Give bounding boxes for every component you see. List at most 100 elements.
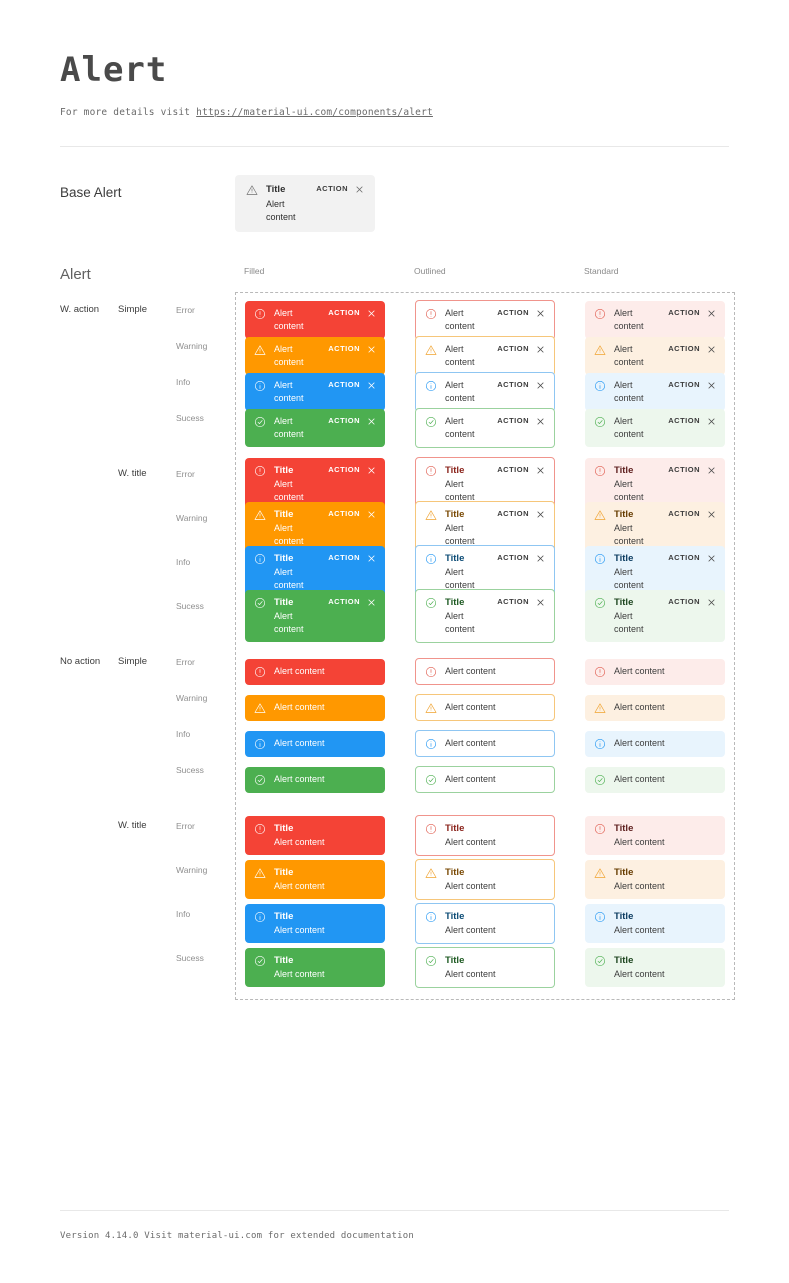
- matrix-row-label: W. title Error: [60, 452, 235, 496]
- alert-actions: ACTION: [497, 308, 545, 319]
- alert-outlined-warning: Alert content ACTION: [415, 335, 555, 376]
- matrix-cell: Title Alert content ACTION: [245, 589, 385, 642]
- alert-action-button[interactable]: ACTION: [328, 379, 360, 389]
- alert-action-button[interactable]: ACTION: [668, 415, 700, 425]
- row-kind-label: [118, 600, 176, 611]
- alert-title: Title: [614, 823, 634, 835]
- close-icon[interactable]: [367, 598, 376, 607]
- alert-message: Alert content: [445, 881, 496, 892]
- alert-action-button[interactable]: ACTION: [668, 508, 700, 518]
- alert-action-button[interactable]: ACTION: [497, 596, 529, 606]
- alert-action-button[interactable]: ACTION: [328, 343, 360, 353]
- matrix-alert-row: Alert content ACTION Alert content ACTION Al…: [245, 335, 725, 376]
- error-circle-icon: [254, 666, 266, 678]
- close-icon[interactable]: [355, 185, 364, 194]
- alert-action-button[interactable]: ACTION: [328, 596, 360, 606]
- close-icon[interactable]: [536, 381, 545, 390]
- alert-action-button[interactable]: ACTION: [668, 596, 700, 606]
- alert-standard-warning: Title Alert content ACTION: [585, 501, 725, 554]
- matrix-cell: Title Alert content: [245, 948, 385, 988]
- close-icon[interactable]: [536, 510, 545, 519]
- alert-action-button[interactable]: ACTION: [328, 552, 360, 562]
- close-icon[interactable]: [367, 381, 376, 390]
- alert-action-button[interactable]: ACTION: [668, 307, 700, 317]
- matrix-cell: Title Alert content: [415, 815, 555, 857]
- close-icon[interactable]: [707, 598, 716, 607]
- base-alert: Title Alert content ACTION: [235, 175, 375, 232]
- alert-actions: ACTION: [668, 380, 716, 391]
- alert-outlined-success: Alert content ACTION: [415, 407, 555, 448]
- close-icon[interactable]: [367, 466, 376, 475]
- alert-action-button[interactable]: ACTION: [328, 464, 360, 474]
- alert-message: Alert content: [445, 307, 475, 331]
- close-icon[interactable]: [536, 554, 545, 563]
- alert-standard-success: Alert content ACTION: [585, 408, 725, 447]
- row-severity-label: Info: [176, 908, 191, 919]
- close-icon[interactable]: [367, 417, 376, 426]
- row-kind-label: [118, 556, 176, 567]
- close-icon[interactable]: [707, 554, 716, 563]
- success-check-icon: [425, 416, 437, 428]
- alert-action-button[interactable]: ACTION: [497, 343, 529, 353]
- close-icon[interactable]: [707, 309, 716, 318]
- matrix-cell: Alert content ACTION: [245, 408, 385, 447]
- alert-filled-info: Title Alert content: [245, 904, 385, 944]
- alert-action-button[interactable]: ACTION: [668, 379, 700, 389]
- row-group-label: [60, 908, 118, 919]
- alert-message: Alert content: [445, 415, 475, 439]
- alert-standard-info: Alert content: [585, 730, 725, 757]
- alert-actions: ACTION: [328, 380, 376, 391]
- alert-action-button[interactable]: ACTION: [497, 464, 529, 474]
- error-circle-icon: [425, 666, 437, 678]
- close-icon[interactable]: [367, 309, 376, 318]
- alert-message: Alert content: [614, 379, 644, 403]
- close-icon[interactable]: [536, 309, 545, 318]
- alert-standard-success: Alert content: [585, 766, 725, 793]
- alert-body: Title Alert content: [614, 552, 668, 592]
- alert-action-button[interactable]: ACTION: [328, 415, 360, 425]
- alert-body: Title Alert content: [274, 954, 376, 981]
- alert-action-button[interactable]: ACTION: [497, 379, 529, 389]
- alert-action-button[interactable]: ACTION: [316, 184, 348, 194]
- close-icon[interactable]: [707, 510, 716, 519]
- close-icon[interactable]: [707, 417, 716, 426]
- alert-action-button[interactable]: ACTION: [497, 552, 529, 562]
- close-icon[interactable]: [536, 417, 545, 426]
- close-icon[interactable]: [707, 345, 716, 354]
- alert-action-button[interactable]: ACTION: [668, 552, 700, 562]
- close-icon[interactable]: [367, 554, 376, 563]
- alert-standard-warning: Alert content ACTION: [585, 336, 725, 375]
- alert-body: Title Alert content: [274, 552, 328, 592]
- alert-action-button[interactable]: ACTION: [497, 415, 529, 425]
- alert-title: Title: [266, 184, 286, 196]
- alert-filled-error: Title Alert content ACTION: [245, 457, 385, 510]
- alert-message: Alert content: [614, 478, 644, 502]
- alert-outlined-success: Title Alert content: [415, 947, 555, 989]
- matrix-alert-row: Alert content Alert content Alert content: [245, 690, 725, 726]
- close-icon[interactable]: [536, 345, 545, 354]
- close-icon[interactable]: [707, 381, 716, 390]
- alert-action-button[interactable]: ACTION: [668, 343, 700, 353]
- alert-action-button[interactable]: ACTION: [328, 508, 360, 518]
- close-icon[interactable]: [536, 598, 545, 607]
- alert-body: Title Alert content: [274, 596, 328, 636]
- row-severity-label: Error: [176, 656, 195, 667]
- close-icon[interactable]: [367, 345, 376, 354]
- close-icon[interactable]: [367, 510, 376, 519]
- alert-title: Title: [614, 955, 634, 967]
- alert-filled-error: Alert content ACTION: [245, 300, 385, 339]
- matrix-cell: Title Alert content: [585, 860, 725, 900]
- close-icon[interactable]: [536, 466, 545, 475]
- alert-action-button[interactable]: ACTION: [497, 307, 529, 317]
- alert-action-button[interactable]: ACTION: [497, 508, 529, 518]
- docs-link[interactable]: https://material-ui.com/components/alert: [196, 107, 433, 119]
- alert-body: Alert content: [274, 415, 328, 441]
- alert-body: Title Alert content: [445, 822, 545, 849]
- matrix-cell: Title Alert content: [585, 948, 725, 988]
- row-group-label: [60, 600, 118, 611]
- close-icon[interactable]: [707, 466, 716, 475]
- alert-action-button[interactable]: ACTION: [328, 307, 360, 317]
- alert-body: Title Alert content: [614, 596, 668, 636]
- row-severity-label: Warning: [176, 340, 208, 351]
- alert-action-button[interactable]: ACTION: [668, 464, 700, 474]
